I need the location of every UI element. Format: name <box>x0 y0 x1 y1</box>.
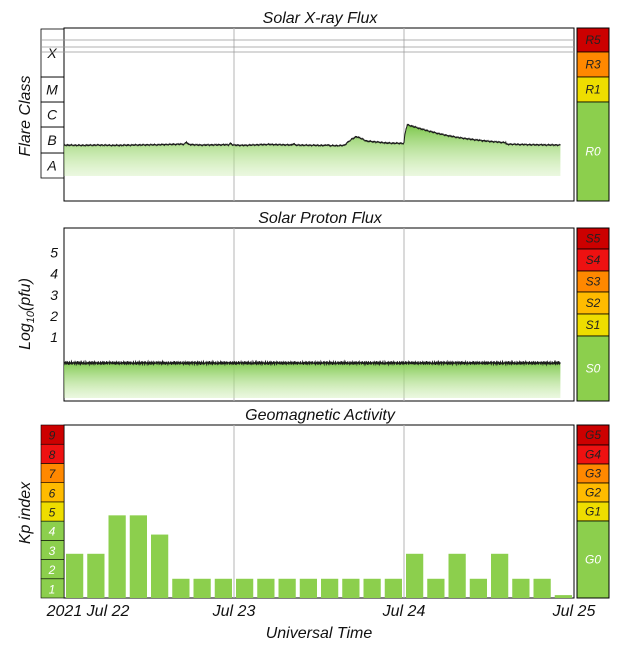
flare-class-label-m: M <box>46 82 58 98</box>
kp-bars <box>66 515 572 598</box>
flare-class-label-c: C <box>47 107 58 123</box>
x-axis-label: Universal Time <box>266 625 373 642</box>
kp-bar-22 <box>533 578 551 598</box>
scale-label-g0: G0 <box>585 553 601 567</box>
x-tick-label-0: 2021 Jul 22 <box>46 603 130 620</box>
kp-bar-8 <box>236 578 254 598</box>
kp-geomagnetic-storm-scale: G5 G4 G3 G2 G1 G0 <box>576 424 610 599</box>
xray-flux-series <box>63 123 561 176</box>
scale-label-s3: S3 <box>586 275 601 289</box>
kp-tick-label-2: 2 <box>48 563 56 577</box>
scale-label-r1: R1 <box>585 83 600 97</box>
proton-chart-title: Solar Proton Flux <box>258 210 383 227</box>
scale-label-r5: R5 <box>585 33 601 47</box>
time-axis-ticks: 2021 Jul 22 Jul 23 Jul 24 Jul 25 <box>46 603 596 620</box>
scale-label-g1: G1 <box>585 505 601 519</box>
kp-bar-0 <box>66 553 84 598</box>
kp-chart-title: Geomagnetic Activity <box>245 407 396 424</box>
scale-segment-r3 <box>576 51 610 78</box>
proton-tick-4: 4 <box>50 266 58 282</box>
kp-bar-6 <box>193 578 211 598</box>
proton-tick-3: 3 <box>50 287 58 303</box>
kp-bar-23 <box>554 595 572 598</box>
proton-flux-line <box>63 359 561 367</box>
scale-label-r3: R3 <box>585 58 601 72</box>
scale-label-g5: G5 <box>585 428 601 442</box>
kp-plot-area <box>63 424 575 599</box>
x-tick-label-3: Jul 25 <box>552 603 596 620</box>
kp-bar-12 <box>321 578 339 598</box>
kp-bar-11 <box>299 578 317 598</box>
scale-frame <box>576 227 610 402</box>
kp-tick-label-8: 8 <box>49 448 56 462</box>
proton-flux-area <box>64 361 561 398</box>
scale-label-g3: G3 <box>585 467 601 481</box>
x-tick-label-1: Jul 23 <box>212 603 256 620</box>
kp-bar-4 <box>151 534 169 598</box>
kp-bar-18 <box>448 553 466 598</box>
scale-frame <box>576 424 610 599</box>
kp-bar-2 <box>108 515 126 598</box>
kp-tick-label-7: 7 <box>49 467 57 481</box>
kp-bar-9 <box>257 578 275 598</box>
scale-label-r0: R0 <box>585 145 601 159</box>
xray-chart-title: Solar X-ray Flux <box>263 10 379 27</box>
scale-label-s5: S5 <box>586 232 601 246</box>
kp-bar-3 <box>129 515 147 598</box>
kp-bar-21 <box>512 578 530 598</box>
kp-tick-label-4: 4 <box>49 525 56 539</box>
proton-tick-5: 5 <box>50 245 58 261</box>
proton-y-ticks: 1 2 3 4 5 <box>49 245 58 345</box>
proton-tick-2: 2 <box>49 308 58 324</box>
scale-label-g2: G2 <box>585 486 601 500</box>
scale-label-g4: G4 <box>585 448 601 462</box>
scale-segment-g0 <box>576 520 610 599</box>
proton-tick-1: 1 <box>50 329 58 345</box>
flare-class-label-a: A <box>46 158 56 174</box>
kp-tick-label-6: 6 <box>49 486 56 500</box>
scale-label-s4: S4 <box>586 253 601 267</box>
kp-bar-7 <box>214 578 232 598</box>
xray-flux-area <box>64 124 561 176</box>
kp-bar-15 <box>384 578 402 598</box>
flare-class-label-x: X <box>46 45 57 61</box>
kp-tick-label-1: 1 <box>49 582 56 596</box>
kp-bar-5 <box>172 578 190 598</box>
kp-y-axis-label: Kp index <box>17 481 34 544</box>
kp-tick-label-5: 5 <box>49 506 56 520</box>
xray-y-axis-label: Flare Class <box>17 76 34 157</box>
scale-label-s2: S2 <box>586 296 601 310</box>
flare-class-label-b: B <box>47 132 56 148</box>
kp-y-ticks: 1 2 3 4 5 6 7 8 9 <box>40 424 65 599</box>
kp-bar-16 <box>406 553 424 598</box>
kp-bar-19 <box>469 578 487 598</box>
svg-text:Log10(pfu): Log10(pfu) <box>17 278 37 350</box>
xray-radio-blackout-scale: R5 R3 R1 R0 <box>576 27 610 202</box>
kp-bar-17 <box>427 578 445 598</box>
xray-flux-line <box>63 123 561 148</box>
proton-y-axis-label: Log10(pfu) <box>17 278 37 350</box>
scale-label-s1: S1 <box>586 318 601 332</box>
kp-bar-13 <box>342 578 360 598</box>
kp-grid <box>233 425 405 598</box>
x-tick-label-2: Jul 24 <box>382 603 426 620</box>
scale-label-s0: S0 <box>586 362 601 376</box>
kp-bar-10 <box>278 578 296 598</box>
kp-tick-label-3: 3 <box>49 544 56 558</box>
proton-storm-scale: S5 S4 S3 S2 S1 S0 <box>576 227 610 402</box>
kp-tick-label-9: 9 <box>49 429 56 443</box>
kp-bar-1 <box>87 553 105 598</box>
kp-tick-box-9 <box>40 424 65 445</box>
scale-segment-s0 <box>576 335 610 402</box>
kp-bar-20 <box>491 553 509 598</box>
scale-frame <box>576 27 610 202</box>
proton-flux-series <box>63 359 561 398</box>
kp-bar-14 <box>363 578 381 598</box>
